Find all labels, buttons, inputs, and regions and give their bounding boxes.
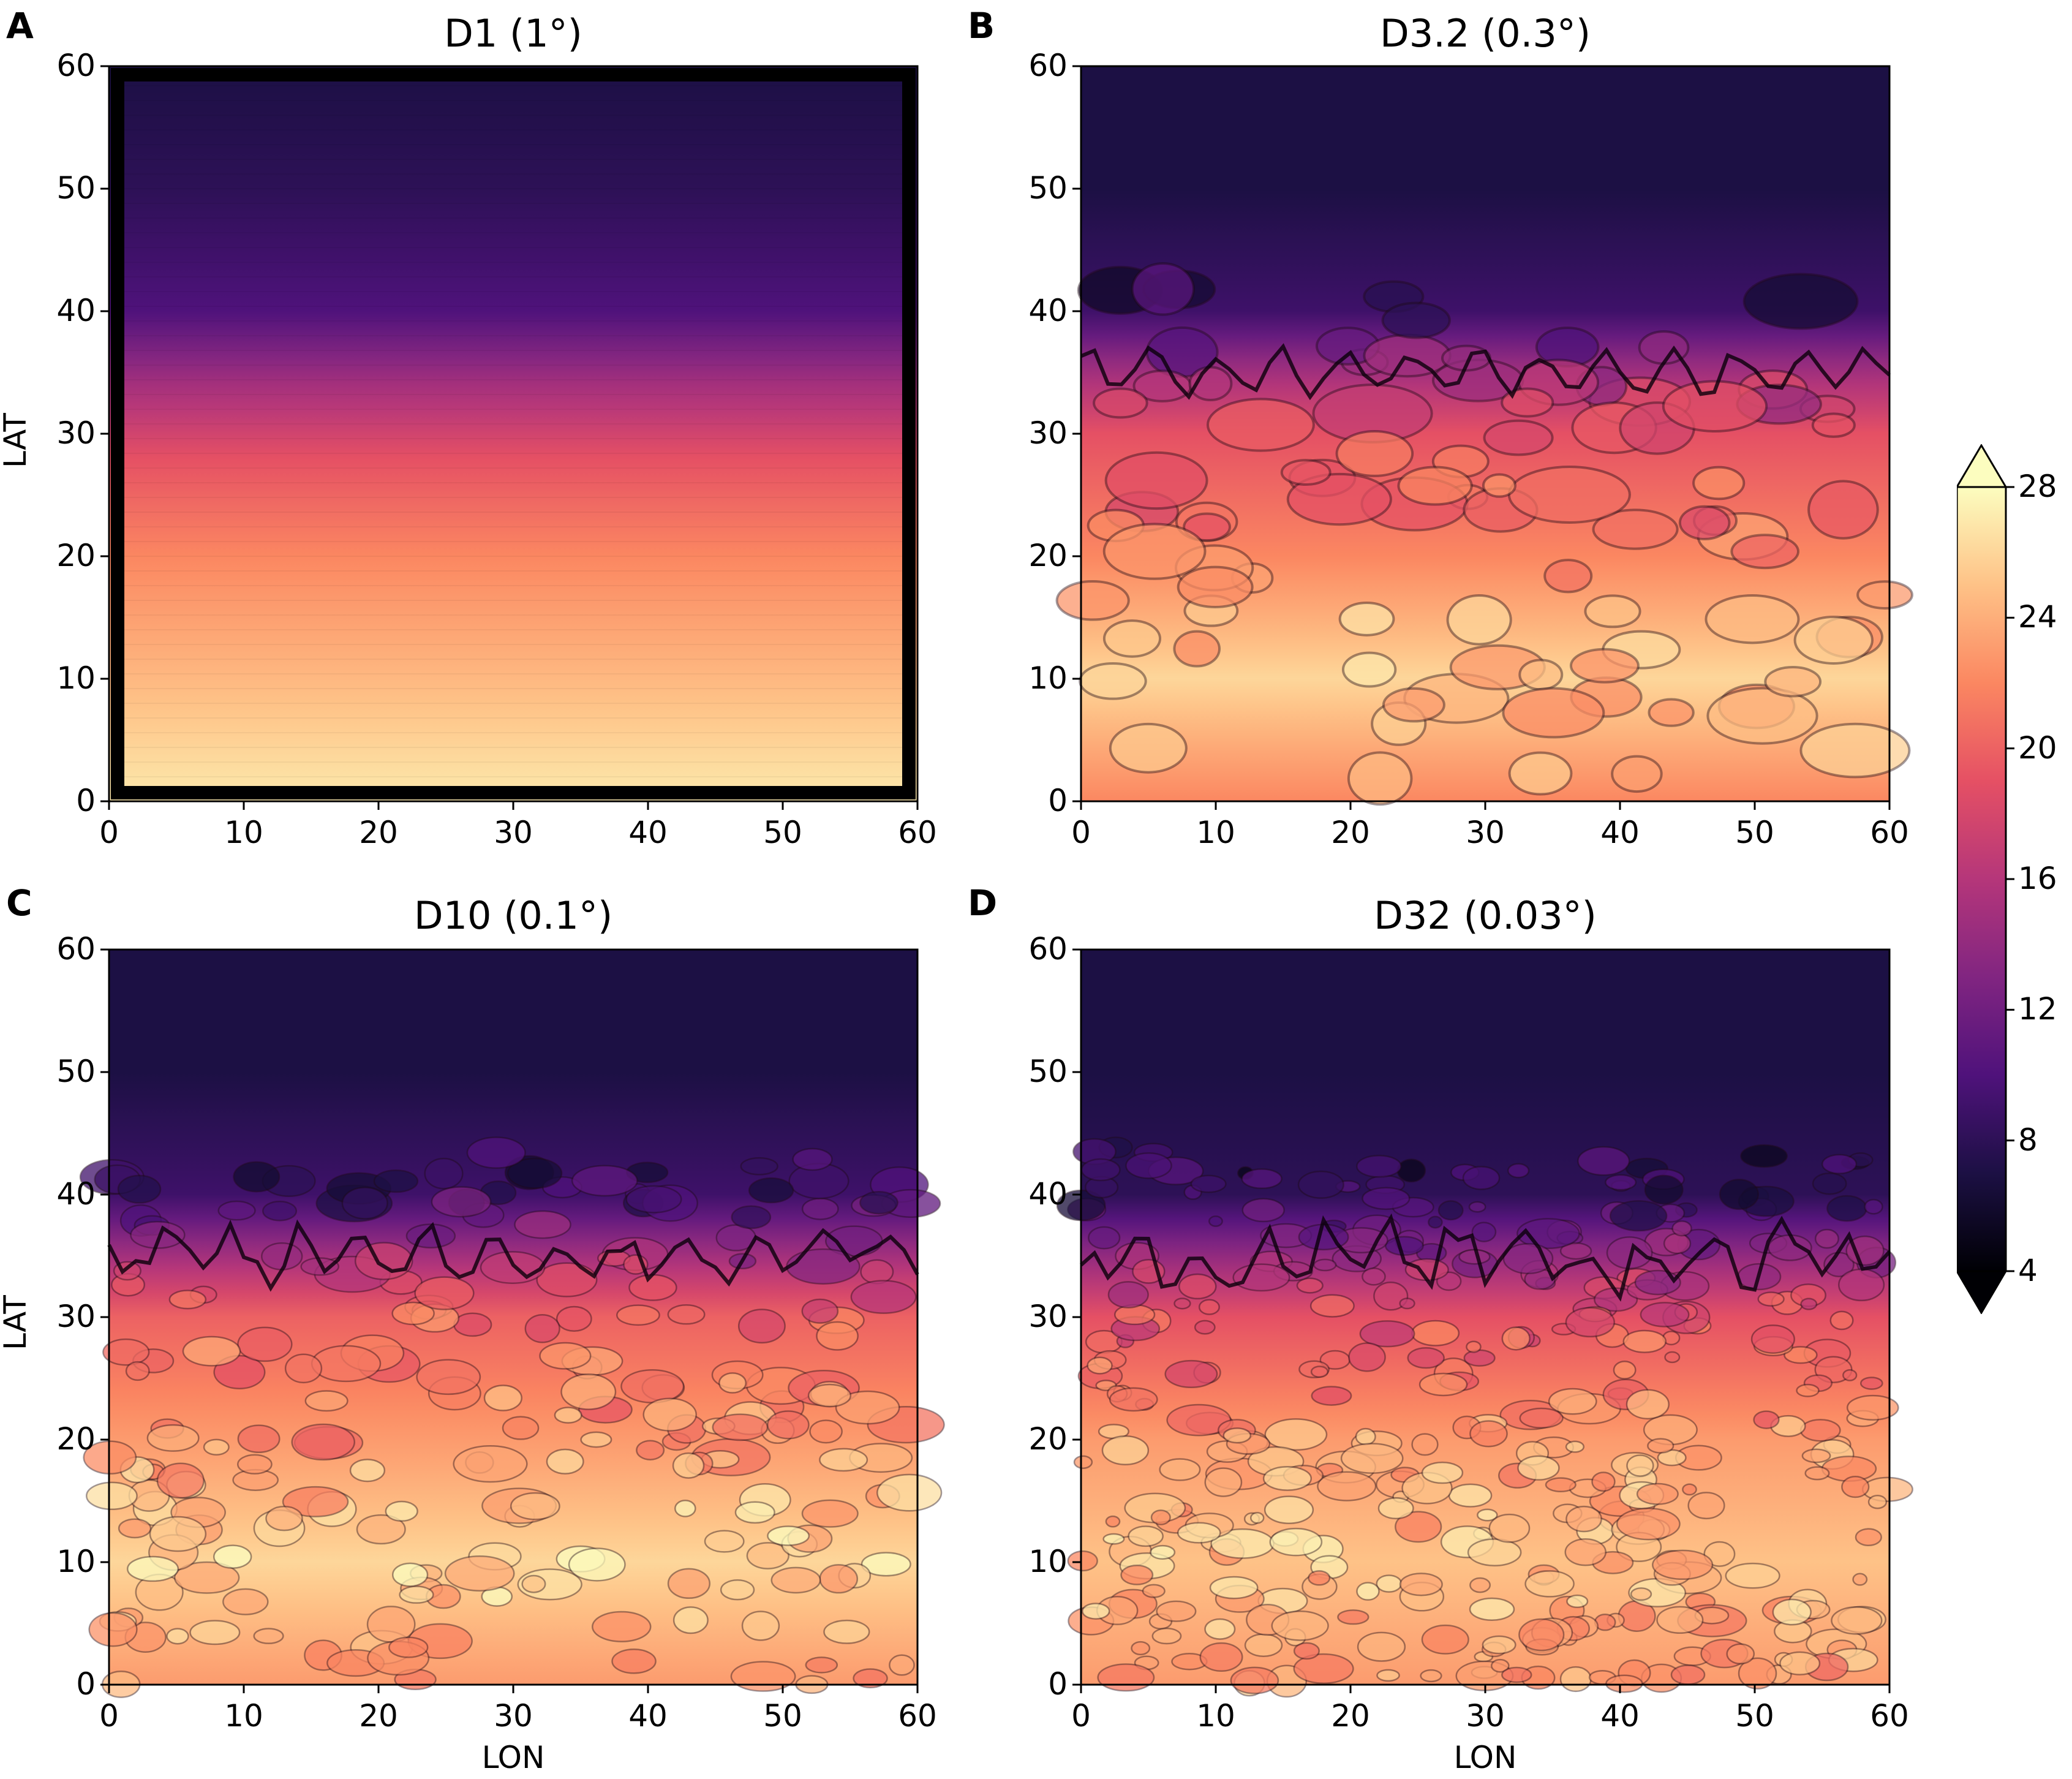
y-tick-label: 50 [1028, 1054, 1068, 1089]
colorbar-tick-label: 24 [2018, 599, 2057, 635]
colorbar-gradient [1957, 444, 2014, 1314]
panel-title: D1 (1°) [444, 11, 582, 56]
x-tick-label: 0 [1071, 815, 1091, 850]
panel-title: D10 (0.1°) [413, 893, 613, 938]
x-tick-label: 30 [1466, 1698, 1505, 1734]
y-tick-label: 0 [1048, 783, 1068, 818]
panel-letter: D [968, 882, 998, 924]
colorbar-tick-label: 20 [2018, 730, 2057, 766]
x-tick-label: 10 [1196, 1698, 1235, 1734]
x-tick-label: 0 [1071, 1698, 1091, 1734]
x-tick-label: 10 [224, 1698, 263, 1734]
y-tick-label: 30 [56, 1299, 96, 1334]
x-tick-label: 20 [1331, 1698, 1370, 1734]
panel-letter: A [6, 5, 34, 47]
front-line [1080, 343, 1891, 401]
colorbar-tick-label: 12 [2018, 991, 2057, 1027]
x-tick-label: 20 [359, 1698, 398, 1734]
y-tick-label: 30 [56, 415, 96, 451]
contour-lines [122, 70, 904, 777]
y-tick-label: 0 [76, 783, 96, 818]
colorbar-extend-max [1957, 444, 2008, 488]
heatmap-field [109, 66, 917, 801]
panel-letter: C [6, 882, 32, 924]
eddy-texture [1055, 262, 1913, 806]
heatmap-plot [1056, 948, 1913, 1698]
colorbar-extend-min [1957, 1270, 2008, 1314]
y-tick-label: 10 [1028, 1544, 1068, 1579]
front-line [1080, 1213, 1891, 1302]
colorbar-tick-label: 16 [2018, 861, 2057, 896]
x-tick-label: 40 [1600, 1698, 1640, 1734]
x-tick-label: 20 [1331, 815, 1370, 850]
y-tick-label: 20 [56, 538, 96, 573]
boundary-frame [111, 68, 916, 799]
x-tick-label: 40 [628, 815, 668, 850]
y-tick-label: 40 [56, 293, 96, 328]
x-tick-label: 60 [1870, 815, 1909, 850]
y-tick-label: 40 [56, 1176, 96, 1212]
x-tick-label: 60 [898, 1698, 937, 1734]
y-tick-label: 40 [1028, 1176, 1068, 1212]
colorbar-tick-label: 4 [2018, 1253, 2038, 1288]
y-tick-label: 40 [1028, 293, 1068, 328]
y-axis-label: LAT [0, 413, 33, 468]
panel-title: D32 (0.03°) [1374, 893, 1597, 938]
x-tick-label: 30 [1466, 815, 1505, 850]
y-tick-label: 50 [1028, 170, 1068, 206]
x-tick-label: 30 [494, 1698, 533, 1734]
y-tick-label: 30 [1028, 415, 1068, 451]
y-tick-label: 10 [56, 1544, 96, 1579]
y-axis-label: LAT [0, 1295, 33, 1350]
panel-letter: B [968, 5, 995, 47]
front-line [107, 1219, 919, 1292]
y-tick-label: 60 [56, 931, 96, 967]
heatmap-plot [100, 65, 919, 810]
x-tick-label: 10 [1196, 815, 1235, 850]
eddy-texture [79, 1136, 945, 1698]
y-tick-label: 50 [56, 1054, 96, 1089]
y-tick-label: 10 [1028, 660, 1068, 696]
y-tick-label: 20 [1028, 538, 1068, 573]
x-axis-label: LON [481, 1740, 545, 1775]
x-tick-label: 20 [359, 815, 398, 850]
heatmap-plot [1055, 65, 1913, 810]
y-tick-label: 30 [1028, 1299, 1068, 1334]
x-tick-label: 50 [1735, 815, 1774, 850]
colorbar-tick-label: 8 [2018, 1122, 2038, 1158]
heatmap-plot [79, 948, 945, 1698]
x-tick-label: 40 [628, 1698, 668, 1734]
eddy-texture [1056, 1136, 1913, 1698]
x-axis-label: LON [1453, 1740, 1517, 1775]
x-tick-label: 40 [1600, 815, 1640, 850]
x-tick-label: 50 [763, 1698, 802, 1734]
y-tick-label: 0 [76, 1666, 96, 1702]
y-tick-label: 20 [56, 1421, 96, 1457]
y-tick-label: 60 [1028, 48, 1068, 83]
x-tick-label: 60 [1870, 1698, 1909, 1734]
colorbar-tick-label: 28 [2018, 469, 2057, 504]
y-tick-label: 50 [56, 170, 96, 206]
colorbar-body [1957, 486, 2007, 1272]
panel-title: D3.2 (0.3°) [1379, 11, 1591, 56]
x-tick-label: 0 [99, 815, 119, 850]
x-tick-label: 60 [898, 815, 937, 850]
y-tick-label: 60 [56, 48, 96, 83]
y-tick-label: 60 [1028, 931, 1068, 967]
y-tick-label: 0 [1048, 1666, 1068, 1702]
x-tick-label: 30 [494, 815, 533, 850]
y-tick-label: 20 [1028, 1421, 1068, 1457]
x-tick-label: 50 [1735, 1698, 1774, 1734]
y-tick-label: 10 [56, 660, 96, 696]
x-tick-label: 50 [763, 815, 802, 850]
x-tick-label: 0 [99, 1698, 119, 1734]
x-tick-label: 10 [224, 815, 263, 850]
